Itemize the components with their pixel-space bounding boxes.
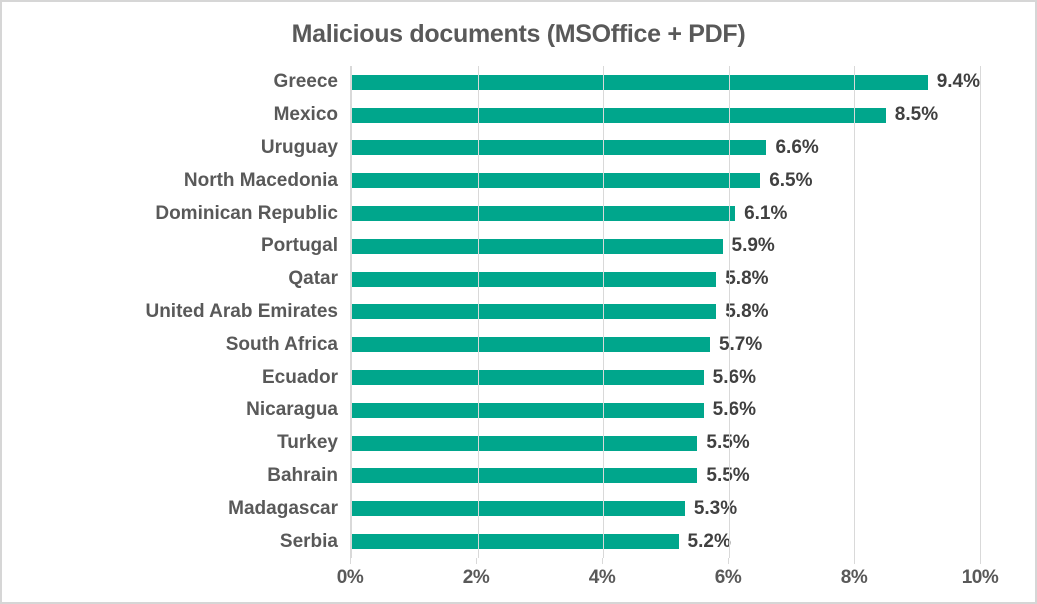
category-label: North Macedonia [183, 169, 338, 191]
value-label: 5.5% [706, 432, 749, 454]
bar [352, 107, 886, 123]
value-label: 6.5% [769, 169, 813, 191]
bar [352, 271, 717, 287]
bar-row: 5.8% [352, 296, 980, 329]
bar-rows: 9.4% 8.5% 6.6% 6.5% 6.1% 5.9% 5.8% 5.8% 5.7% 5.6%… [352, 66, 980, 558]
x-tick-label: 10% [961, 567, 999, 588]
gridline [854, 66, 856, 558]
value-label: 6.6% [775, 136, 819, 158]
gridline [603, 66, 605, 558]
bar-row: 5.3% [352, 492, 980, 525]
value-label: 5.2% [687, 530, 731, 552]
category-label: South Africa [225, 333, 338, 355]
category-label: Turkey [277, 432, 338, 454]
bar [352, 173, 761, 189]
bar-row: 6.6% [352, 132, 980, 165]
category-label: Qatar [288, 268, 338, 290]
category-label: Madagascar [228, 497, 338, 519]
bar [352, 501, 685, 517]
tick-mark [350, 558, 351, 564]
bar [352, 304, 717, 320]
bar [352, 534, 679, 550]
category-label: Portugal [260, 235, 338, 257]
bar-row: 9.4% [352, 66, 980, 99]
x-tick-label: 2% [462, 567, 490, 588]
x-tick-label: 0% [336, 567, 364, 588]
value-axis: 0% 2% 4% 6% 8% 10% [337, 558, 999, 602]
bar [352, 435, 698, 451]
chart-title: Malicious documents (MSOffice + PDF) [291, 19, 746, 48]
value-label: 5.5% [706, 465, 749, 487]
tick-mark [980, 558, 981, 564]
bar [352, 74, 928, 90]
bar-row: 6.1% [352, 197, 980, 230]
tick-mark [728, 558, 729, 564]
bar-row: 5.5% [352, 427, 980, 460]
category-label: Serbia [279, 530, 338, 552]
value-label: 6.1% [744, 202, 788, 224]
x-tick-label: 4% [588, 567, 616, 588]
value-label: 5.6% [712, 399, 756, 421]
value-label: 8.5% [894, 104, 939, 126]
value-label: 5.7% [718, 333, 763, 355]
category-label: Uruguay [260, 136, 338, 158]
category-label: United Arab Emirates [145, 300, 338, 322]
bar [352, 337, 710, 353]
category-label: Mexico [273, 104, 338, 126]
bar-row: 5.6% [352, 361, 980, 394]
category-label: Bahrain [267, 464, 338, 486]
bar [352, 402, 704, 418]
bar [352, 140, 767, 156]
category-label: Ecuador [261, 366, 338, 388]
value-label: 5.6% [712, 366, 756, 388]
bar-row: 5.5% [352, 460, 980, 493]
x-tick-label: 6% [714, 567, 742, 588]
value-label: 5.8% [725, 268, 769, 290]
category-axis: Greece Mexico Uruguay North Macedonia Domini… [2, 66, 350, 558]
bar [352, 468, 698, 484]
bar-row: 6.5% [352, 164, 980, 197]
category-label: Dominican Republic [155, 202, 338, 224]
tick-mark [602, 558, 603, 564]
value-label: 5.8% [725, 300, 769, 322]
bar-row: 8.5% [352, 99, 980, 132]
gridline [728, 66, 730, 558]
tick-mark [854, 558, 855, 564]
category-label: Nicaragua [246, 399, 338, 421]
bar-row: 5.6% [352, 394, 980, 427]
chart-body: Greece Mexico Uruguay North Macedonia Domini… [2, 66, 1035, 558]
gridline [477, 66, 479, 558]
value-label: 9.4% [936, 71, 980, 93]
x-tick-label: 8% [840, 567, 868, 588]
bar-row: 5.7% [352, 328, 980, 361]
plot-area: 9.4% 8.5% 6.6% 6.5% 6.1% 5.9% 5.8% 5.8% 5.7% 5.6%… [350, 66, 981, 558]
bar-row: 5.9% [352, 230, 980, 263]
gridline [980, 66, 981, 558]
category-label: Greece [273, 71, 338, 93]
value-label: 5.3% [693, 497, 738, 519]
bar [352, 238, 723, 254]
bar [352, 206, 736, 222]
bar-row: 5.8% [352, 263, 980, 296]
bar-row: 5.2% [352, 525, 980, 558]
value-label: 5.9% [731, 235, 775, 257]
tick-mark [476, 558, 477, 564]
bar [352, 370, 704, 386]
